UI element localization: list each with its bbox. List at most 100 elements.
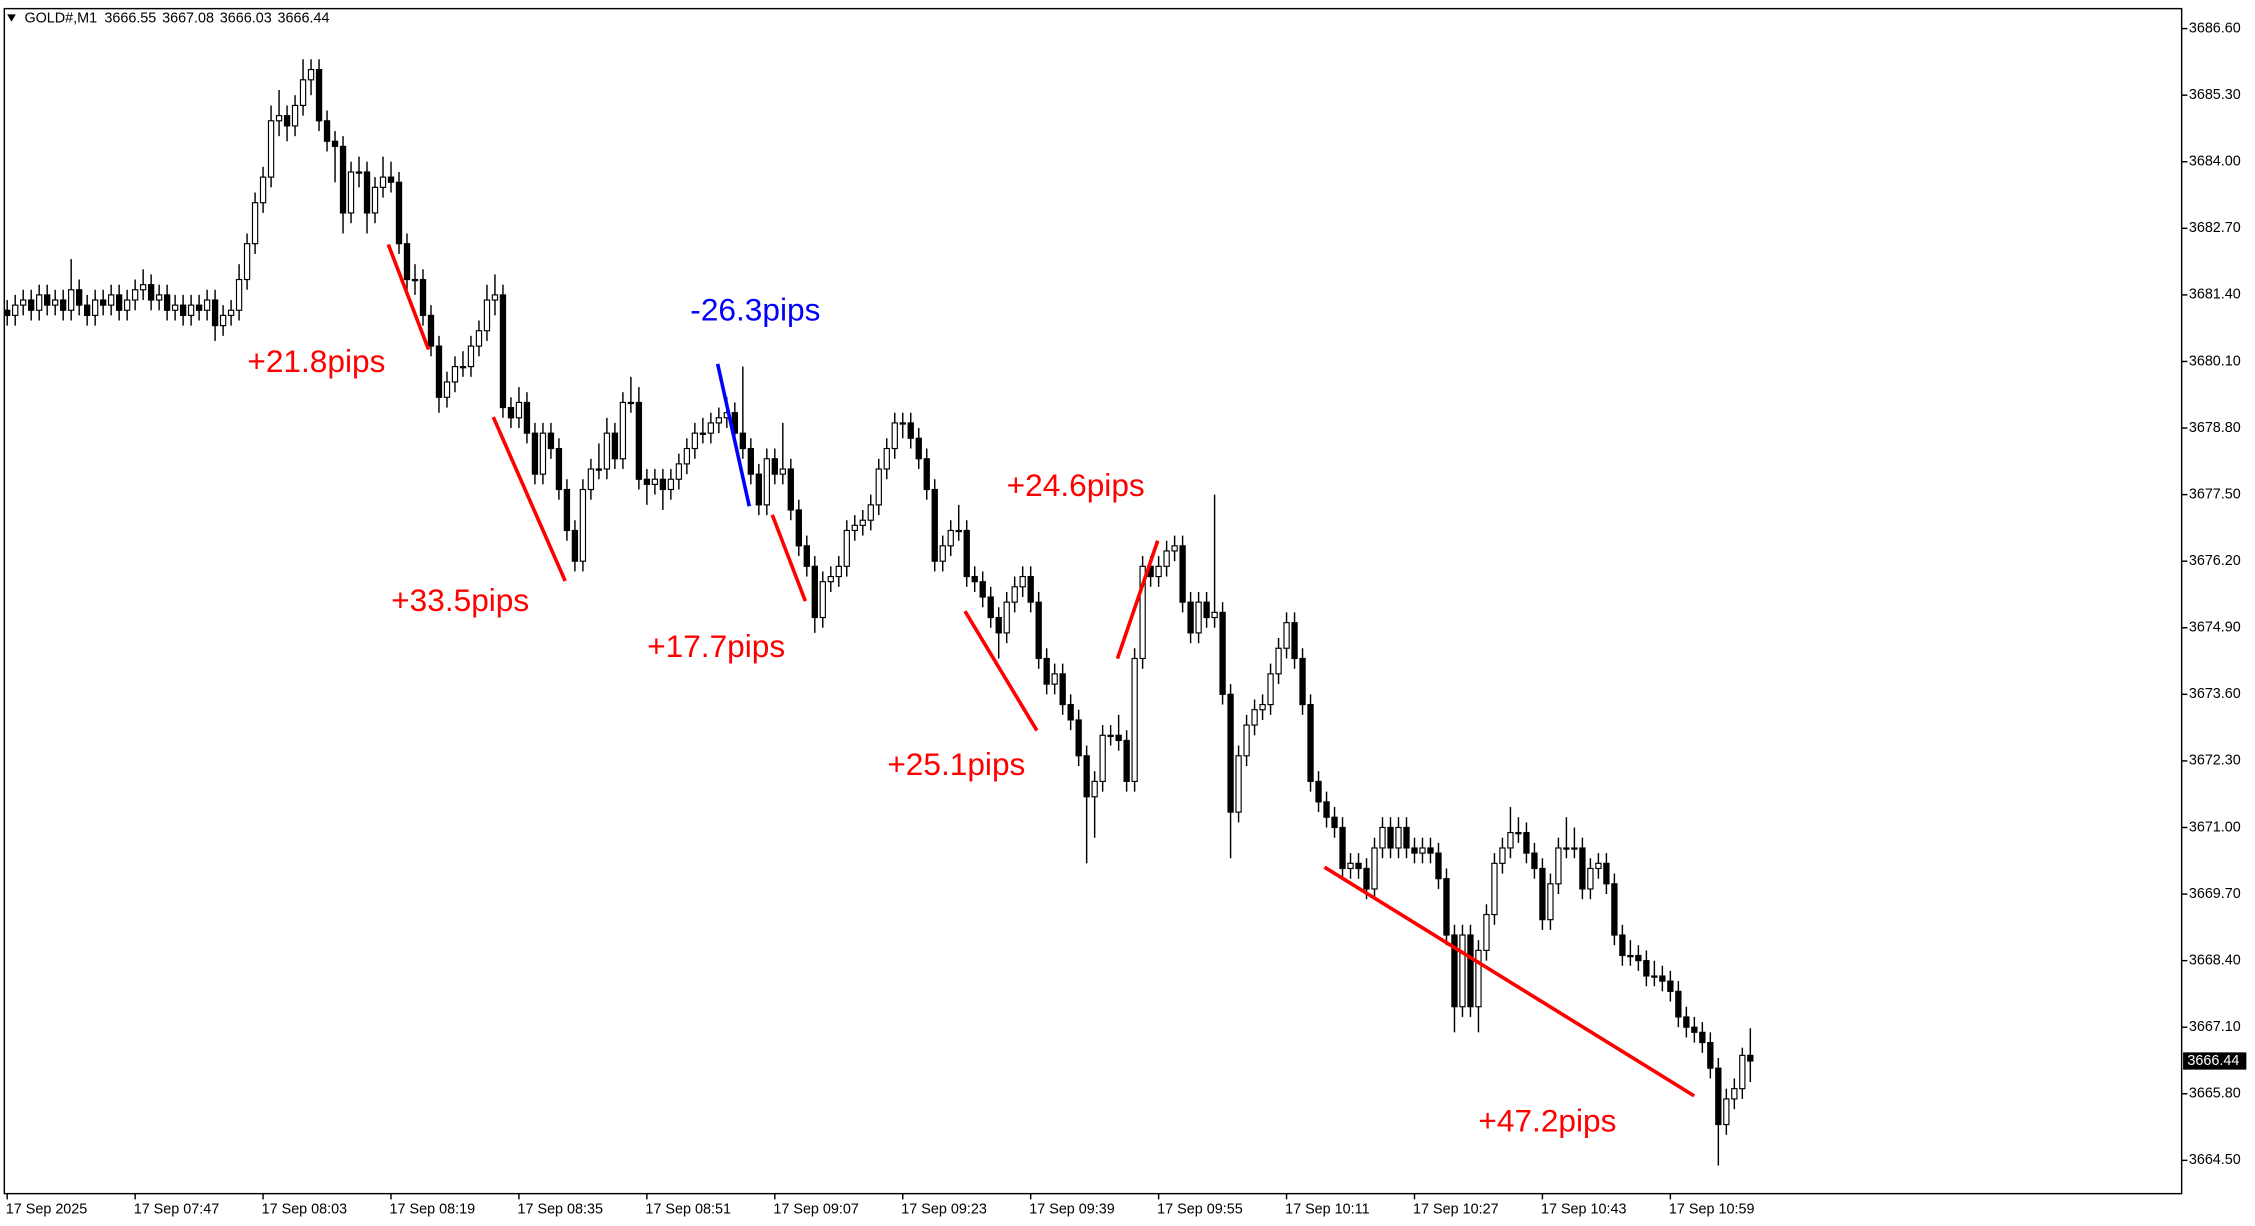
candle-body: [1067, 704, 1074, 721]
candle-body: [619, 401, 627, 460]
candle-body: [1499, 847, 1506, 864]
candle-body: [115, 294, 123, 311]
candle-body: [1347, 862, 1354, 870]
candle-body: [123, 299, 131, 311]
candle-body: [1235, 755, 1242, 813]
candle-body: [491, 294, 499, 301]
candle-body: [83, 304, 91, 316]
candle-body: [1019, 575, 1026, 588]
candle-body: [1027, 575, 1034, 603]
candle-body: [147, 284, 155, 301]
candle-body: [811, 565, 818, 619]
x-tick-label: 17 Sep 09:55: [1157, 1201, 1243, 1217]
candle-body: [835, 565, 842, 578]
candle-body: [1491, 862, 1498, 916]
candle-body: [443, 381, 451, 398]
candle-body: [1427, 847, 1434, 854]
candle-body: [667, 478, 675, 491]
candle-body: [979, 581, 986, 598]
candle-body: [1091, 780, 1098, 798]
candle-body: [60, 299, 67, 311]
y-tick-label: 3677.50: [2189, 486, 2241, 502]
candle-body: [907, 422, 914, 439]
y-tick-label: 3681.40: [2189, 287, 2241, 303]
candle-body: [1643, 960, 1650, 977]
y-tick-label: 3664.50: [2189, 1152, 2241, 1168]
candle-body: [851, 524, 858, 532]
candle-body: [955, 529, 962, 533]
annotation-labels: +21.8pips +33.5pips -26.3pips +17.7pips …: [247, 291, 1616, 1138]
candle-body: [1475, 949, 1482, 1008]
candle-body: [1451, 934, 1458, 1008]
candle-body: [715, 417, 723, 424]
candle-body: [259, 176, 267, 204]
candle-body: [323, 120, 331, 142]
candle-body: [1163, 550, 1170, 567]
candle-body: [699, 432, 707, 435]
candle-body: [44, 294, 51, 306]
candle-body: [299, 79, 307, 106]
candle-body: [1699, 1031, 1706, 1044]
y-tick-label: 3669.70: [2189, 886, 2241, 902]
candle-body: [1379, 826, 1386, 849]
candle-body: [1515, 832, 1522, 835]
candle-body: [1483, 913, 1490, 951]
annotation-label: +24.6pips: [1007, 467, 1145, 503]
candle-body: [939, 545, 946, 562]
candle-body: [291, 104, 299, 127]
candle-body: [971, 575, 978, 583]
annotation-line: [491, 416, 567, 582]
candle-body: [1075, 719, 1082, 757]
price-marker-label: 3666.44: [2187, 1053, 2239, 1069]
y-tick-label: 3685.30: [2189, 87, 2241, 103]
candle-body: [1275, 647, 1282, 675]
candle-body: [1139, 565, 1146, 660]
candle-body: [843, 529, 850, 567]
candle-body: [523, 401, 531, 434]
candle-body: [1459, 934, 1466, 1008]
candle-body: [1259, 704, 1266, 711]
candle-body: [1667, 980, 1674, 992]
candle-body: [403, 243, 411, 281]
candle-body: [691, 432, 699, 450]
candle-body: [315, 68, 323, 122]
candle-body: [1299, 657, 1306, 706]
candle-body: [1403, 826, 1410, 849]
candle-body: [1635, 954, 1642, 962]
candle-body: [355, 171, 363, 174]
annotation-label: +33.5pips: [391, 582, 529, 618]
candle-body: [395, 181, 403, 245]
candle-body: [627, 401, 635, 405]
candle-body: [683, 447, 691, 465]
candle-body: [1323, 801, 1330, 818]
candle-body: [339, 145, 347, 214]
candle-body: [1563, 847, 1570, 850]
x-tick-label: 17 Sep 08:51: [645, 1201, 731, 1217]
y-tick-label: 3678.80: [2189, 420, 2241, 436]
candle-body: [1531, 852, 1538, 870]
candle-body: [571, 529, 579, 562]
candle-body: [419, 278, 427, 316]
annotation-line: [963, 610, 1039, 732]
annotation-line: [1323, 865, 1696, 1098]
candle-body: [1171, 545, 1178, 552]
candle-body: [1555, 847, 1562, 885]
candle-body: [659, 478, 667, 491]
candle-body: [347, 171, 355, 214]
y-tick-label: 3684.00: [2189, 154, 2241, 170]
y-tick-label: 3672.30: [2189, 753, 2241, 769]
candle-body: [899, 422, 906, 425]
x-tick-label: 17 Sep 07:47: [134, 1201, 220, 1217]
candle-body: [1419, 847, 1426, 854]
candle-body: [595, 468, 603, 471]
candle-body: [1611, 883, 1618, 936]
candle-body: [1651, 975, 1658, 978]
candle-body: [68, 289, 75, 311]
axes: 3686.60 3685.30 3684.00 3682.70 3681.40 3680.…: [6, 20, 2247, 1217]
candle-body: [1675, 990, 1682, 1018]
candle-body: [203, 299, 211, 311]
candle-body: [779, 468, 786, 475]
candle-body: [1219, 611, 1226, 695]
candle-body: [923, 458, 930, 491]
